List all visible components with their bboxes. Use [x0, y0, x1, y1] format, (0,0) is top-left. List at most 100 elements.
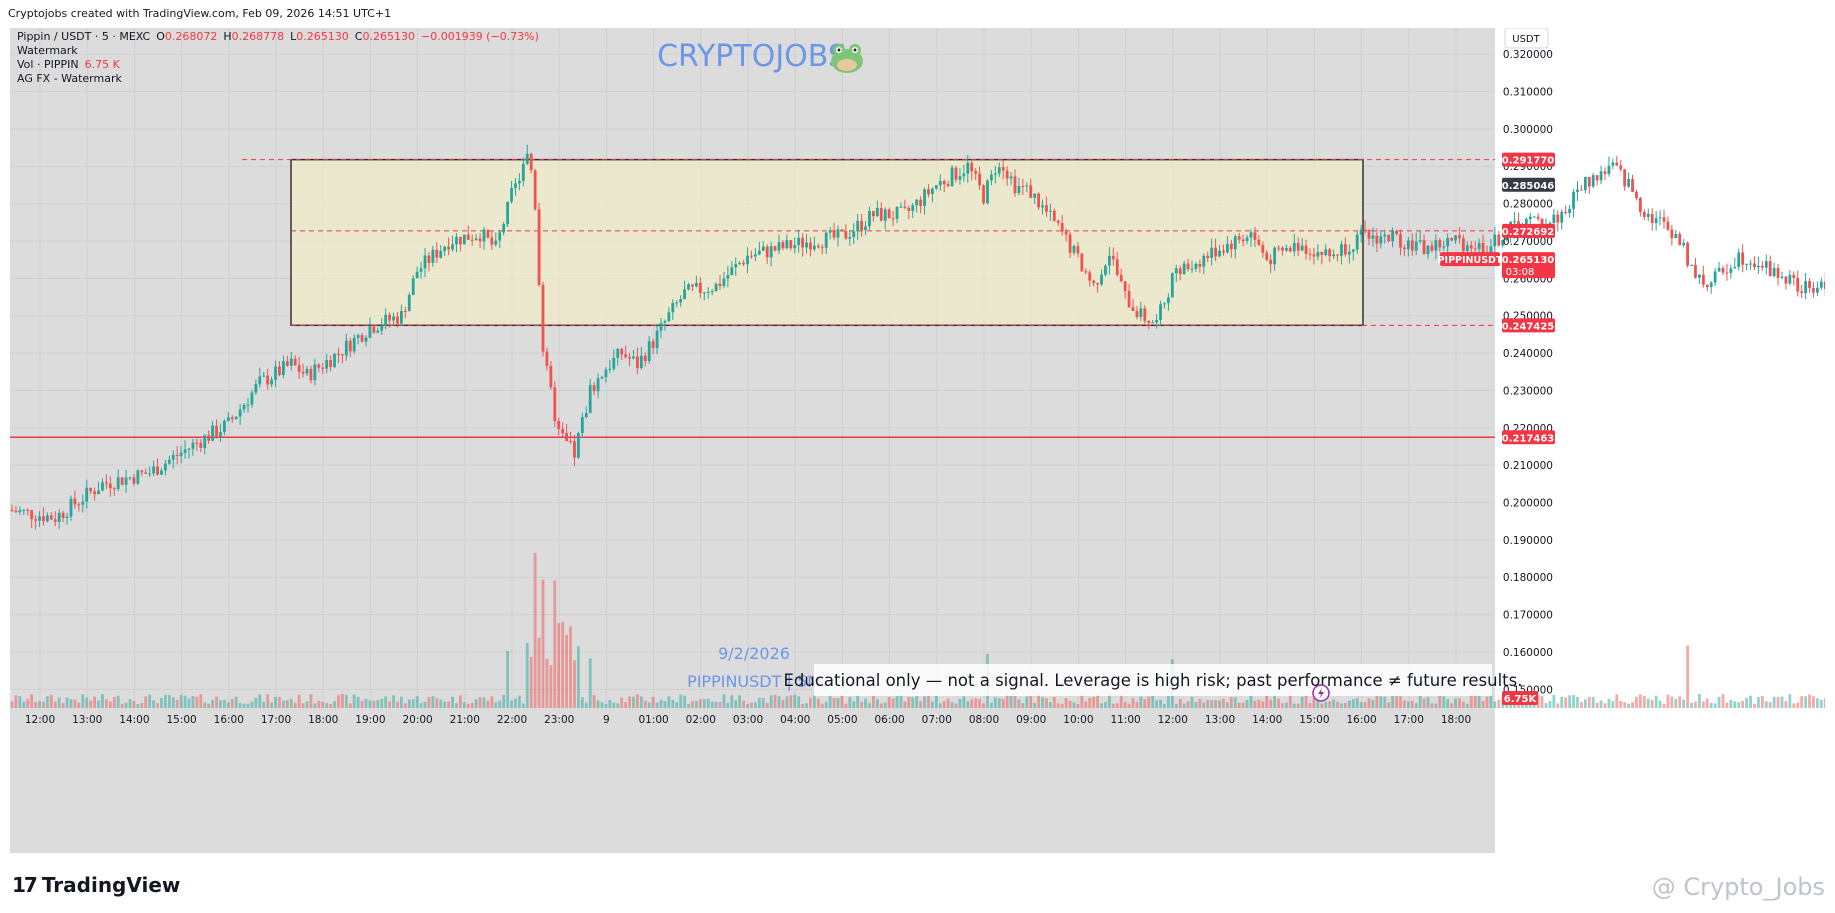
volume-bar — [639, 696, 643, 708]
candle — [1041, 199, 1044, 215]
volume-bar — [687, 703, 690, 708]
candle — [466, 225, 470, 240]
time-tick-label: 15:00 — [166, 714, 196, 726]
candle — [1757, 256, 1760, 274]
volume-bar — [1123, 702, 1127, 708]
volume-bar — [1163, 703, 1166, 708]
candle — [396, 311, 399, 328]
volume-bar — [215, 696, 218, 708]
candle — [1064, 228, 1068, 242]
candle — [907, 205, 911, 220]
time-axis[interactable]: 12:00 13:00 14:00 15:00 16:00 17:00 18:00 19:00… — [10, 708, 1495, 728]
volume-bar — [738, 695, 742, 708]
volume-bar — [584, 702, 588, 708]
candle — [474, 234, 478, 241]
volume-bar — [1359, 702, 1363, 708]
volume-bar — [1131, 698, 1135, 708]
volume-bar — [714, 701, 718, 708]
candle — [1060, 214, 1064, 236]
candle — [293, 355, 297, 367]
candle — [1737, 248, 1741, 271]
volume-bar — [1757, 697, 1760, 708]
volume-bar — [1709, 702, 1713, 708]
price-axis[interactable]: 0.3200000.3100000.3000000.2900000.280000… — [1503, 49, 1553, 696]
candle — [1285, 244, 1288, 252]
volume-bar — [1426, 697, 1430, 708]
candle — [647, 336, 651, 364]
volume-bar — [293, 702, 297, 708]
volume-bar — [518, 695, 521, 708]
volume-bar — [1269, 699, 1273, 708]
candle — [577, 431, 580, 459]
candle — [498, 229, 502, 249]
candle — [1646, 208, 1650, 222]
volume-bar — [1336, 701, 1339, 708]
candle — [443, 245, 447, 256]
candle — [675, 300, 679, 308]
candle — [923, 187, 926, 215]
candle — [1084, 267, 1088, 275]
currency-button[interactable]: USDT — [1504, 28, 1549, 49]
volume-bar — [1733, 701, 1737, 708]
candle — [274, 360, 277, 388]
volume-bar — [612, 702, 616, 708]
volume-bar — [1615, 694, 1619, 708]
candle — [868, 206, 871, 230]
volume-bar — [1167, 695, 1170, 708]
volume-bar — [911, 697, 915, 708]
volume-bar — [1804, 696, 1807, 708]
price-chart[interactable]: Pippin / USDT · 5 · MEXC O0.268072 H0.2687… — [10, 28, 1825, 853]
time-tick-label: 04:00 — [780, 714, 810, 726]
volume-bar — [1135, 702, 1139, 708]
volume-bar — [360, 700, 364, 708]
volume-bar — [852, 701, 856, 708]
candle — [1241, 234, 1245, 247]
volume-bar — [1375, 695, 1379, 708]
candle — [120, 477, 124, 486]
candle — [990, 170, 993, 186]
volume-bar — [171, 697, 175, 708]
tag-range-mid: 0.272692 — [1502, 223, 1555, 238]
candle — [1729, 264, 1733, 279]
candle — [836, 225, 840, 247]
candle — [801, 233, 804, 257]
volume-bar — [773, 694, 777, 708]
time-tick-label: 02:00 — [686, 714, 716, 726]
candle — [1733, 257, 1737, 269]
candle — [329, 355, 332, 372]
candle — [1233, 234, 1237, 259]
volume-bar — [777, 696, 781, 708]
volume-bar — [624, 702, 627, 708]
candle — [502, 221, 506, 236]
tradingview-logo[interactable]: 17 TradingView — [12, 873, 181, 897]
volume-bar — [1194, 702, 1198, 708]
volume-bar — [1737, 702, 1741, 708]
candle — [1410, 233, 1414, 256]
volume-bar — [974, 698, 978, 708]
volume-bar — [1493, 701, 1497, 708]
price-tick-label: 0.190000 — [1503, 535, 1553, 547]
candle — [856, 213, 860, 240]
volume-bar — [647, 702, 651, 708]
candle — [533, 168, 537, 211]
candle — [10, 504, 14, 512]
volume-bar — [120, 703, 124, 708]
candle — [61, 510, 65, 523]
candle — [718, 274, 722, 291]
lightning-icon[interactable] — [1312, 684, 1330, 702]
volume-bar — [1186, 701, 1190, 708]
time-tick-label: 08:00 — [969, 714, 999, 726]
volume-bar — [1068, 700, 1072, 708]
candle — [1721, 265, 1725, 276]
volume-bar — [809, 697, 812, 708]
candle — [258, 367, 262, 388]
volume-bar — [1206, 700, 1210, 708]
candle — [1214, 238, 1217, 262]
svg-text:0.265130: 0.265130 — [1502, 255, 1555, 266]
volume-bar — [1564, 697, 1568, 708]
candle — [313, 358, 317, 386]
volume-bar — [1391, 696, 1394, 708]
chart-area[interactable]: Pippin / USDT · 5 · MEXC O0.268072 H0.2687… — [10, 28, 1825, 853]
volume-bar — [1434, 703, 1438, 708]
candle — [333, 352, 336, 368]
